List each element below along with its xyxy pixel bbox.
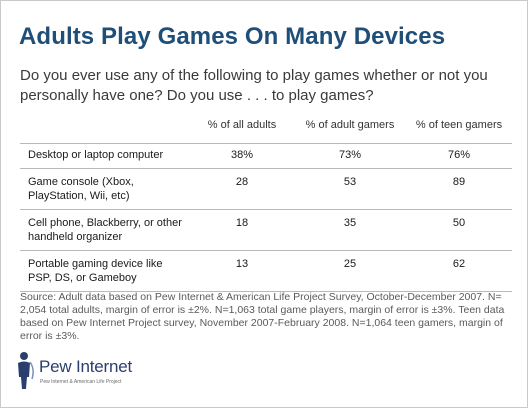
column-header: % of all adults — [207, 119, 277, 131]
table-cell: 25 — [294, 250, 406, 292]
table-cell: 73% — [294, 143, 406, 169]
data-table: % of all adults % of adult gamers % of t… — [20, 119, 512, 292]
table-row: Portable gaming device like PSP, DS, or … — [20, 250, 512, 292]
table-row: Desktop or laptop computer 38% 73% 76% — [20, 143, 512, 169]
table-cell: 18 — [190, 209, 294, 251]
table-cell: 62 — [406, 250, 512, 292]
table-cell: 53 — [294, 168, 406, 210]
table-cell: 35 — [294, 209, 406, 251]
table-row: Game console (Xbox, PlayStation, Wii, et… — [20, 168, 512, 210]
table-cell: 13 — [190, 250, 294, 292]
logo-tagline: Pew Internet & American Life Project — [40, 379, 122, 385]
table-header-row: % of all adults % of adult gamers % of t… — [20, 119, 512, 144]
column-header: % of teen gamers — [415, 119, 503, 131]
row-label: Portable gaming device like PSP, DS, or … — [20, 250, 190, 292]
table-cell: 28 — [190, 168, 294, 210]
column-header — [20, 119, 190, 144]
table-row: Cell phone, Blackberry, or other handhel… — [20, 209, 512, 251]
row-label: Cell phone, Blackberry, or other handhel… — [20, 209, 190, 251]
column-header: % of adult gamers — [305, 119, 395, 131]
table-cell: 89 — [406, 168, 512, 210]
logo-name: Pew Internet — [39, 357, 133, 376]
row-label: Game console (Xbox, PlayStation, Wii, et… — [20, 168, 190, 210]
source-note: Source: Adult data based on Pew Internet… — [20, 291, 505, 342]
pew-person-icon — [18, 352, 34, 389]
table-cell: 38% — [190, 143, 294, 169]
table-cell: 50 — [406, 209, 512, 251]
pew-internet-logo: Pew Internet Pew Internet & American Lif… — [13, 349, 143, 393]
table-cell: 76% — [406, 143, 512, 169]
survey-question: Do you ever use any of the following to … — [20, 67, 488, 104]
row-label: Desktop or laptop computer — [20, 143, 190, 169]
page-title: Adults Play Games On Many Devices — [19, 23, 446, 50]
